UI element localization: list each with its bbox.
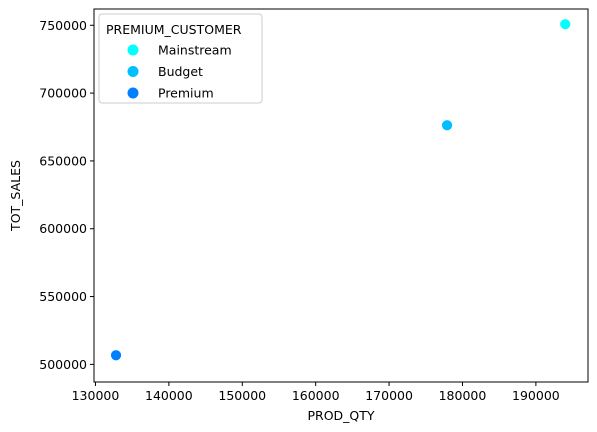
- legend-entries: Mainstream Budget Premium: [127, 43, 232, 101]
- y-tick-label: 600000: [39, 221, 87, 236]
- y-tick-label: 700000: [39, 86, 87, 101]
- x-tick-label: 190000: [512, 388, 560, 403]
- legend-box: [98, 13, 263, 104]
- x-axis-label: PROD_QTY: [307, 408, 374, 423]
- data-point-mainstream: [559, 18, 572, 31]
- data-point-budget: [441, 119, 453, 132]
- legend-title: PREMIUM_CUSTOMER: [106, 22, 242, 37]
- points-layer: [110, 18, 572, 362]
- y-axis-label: TOT_SALES: [8, 160, 23, 232]
- x-tick-label: 180000: [439, 388, 487, 403]
- legend-marker-mainstream: [127, 44, 139, 56]
- y-tick-label: 650000: [39, 153, 87, 168]
- ticks-layer: 130000 140000 150000 160000 170000 180000 1900…: [39, 18, 560, 403]
- legend-label-premium: Premium: [158, 86, 214, 101]
- y-tick-label: 550000: [39, 289, 87, 304]
- legend-marker-budget: [127, 66, 139, 77]
- legend-label-budget: Budget: [158, 64, 203, 79]
- x-tick-label: 130000: [72, 388, 120, 403]
- y-tick-label: 500000: [39, 357, 87, 372]
- legend: PREMIUM_CUSTOMER Mainstream Budget Premium: [98, 13, 263, 104]
- data-point-premium: [110, 349, 122, 362]
- y-tick-label: 750000: [39, 18, 87, 33]
- x-tick-label: 150000: [218, 388, 266, 403]
- legend-marker-premium: [127, 87, 139, 99]
- x-tick-label: 170000: [365, 388, 413, 403]
- x-tick-label: 160000: [292, 388, 340, 403]
- plot-frame: [93, 8, 589, 383]
- x-tick-label: 140000: [145, 388, 193, 403]
- legend-label-mainstream: Mainstream: [158, 43, 232, 58]
